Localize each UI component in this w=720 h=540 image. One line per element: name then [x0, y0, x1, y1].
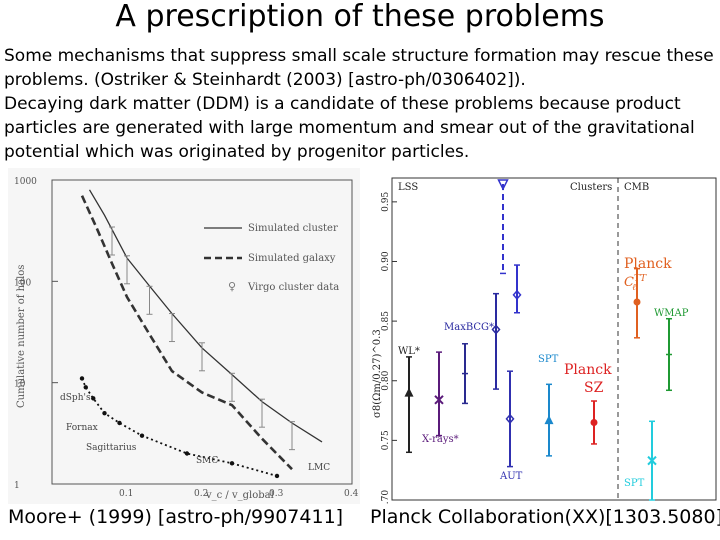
annotation-planck-sz-1: Planck	[564, 362, 612, 378]
local-group-point	[184, 451, 190, 456]
point-label: MaxBCG*	[444, 322, 494, 333]
legend-simulated-cluster: Simulated cluster	[248, 223, 338, 234]
slide-body: Some mechanisms that suppress small scal…	[4, 44, 718, 164]
local-group-point	[139, 433, 145, 438]
legend-virgo-data: Virgo cluster data	[247, 282, 339, 293]
annotation-planck-cltt: Planck	[624, 256, 672, 272]
planck-y-tick: 0.75	[381, 430, 391, 450]
moore-x-tick: 0.3	[269, 489, 284, 499]
label-smc: SMC	[196, 456, 218, 466]
data-point	[434, 395, 444, 405]
moore-figure: 1000 100 10 1 0.1 0.2 0.3 0.4 Cumulative number…	[8, 168, 360, 504]
data-point	[544, 415, 554, 425]
point-label: X-rays*	[422, 434, 459, 445]
moore-ylabel: Cumulative number of halos	[16, 265, 27, 408]
moore-plot-frame	[51, 179, 353, 485]
data-point	[505, 413, 515, 425]
planck-y-tick: 0.70	[381, 490, 391, 504]
paragraph-1: Some mechanisms that suppress small scal…	[4, 46, 714, 90]
local-group-point	[274, 473, 280, 479]
data-point	[633, 298, 641, 306]
moore-x-tick: 0.2	[194, 489, 208, 499]
data-point	[497, 179, 509, 191]
planck-plot-frame	[391, 177, 717, 501]
point-label: SPT	[538, 354, 559, 365]
planck-y-tick: 0.85	[381, 311, 391, 331]
planck-y-tick: 0.95	[381, 192, 391, 212]
local-group-point	[91, 396, 96, 401]
point-label: SPT	[624, 478, 645, 489]
caption-left: Moore+ (1999) [astro-ph/9907411]	[8, 506, 344, 528]
planck-y-tick: 0.80	[381, 370, 391, 390]
group-clusters: Clusters	[570, 182, 612, 193]
planck-y-tick: 0.90	[381, 251, 391, 271]
series-simulated-galaxy	[80, 195, 293, 471]
local-group-point	[83, 385, 88, 390]
label-sagittarius: Sagittarius	[86, 443, 137, 453]
group-cmb: CMB	[624, 182, 649, 193]
moore-x-tick: 0.4	[344, 489, 359, 499]
data-point	[647, 455, 657, 466]
local-group-point	[79, 376, 85, 381]
moore-y-tick: 1000	[14, 177, 37, 187]
moore-y-tick: 1	[14, 481, 20, 491]
group-lss: LSS	[398, 182, 418, 193]
moore-x-tick: 0.1	[119, 489, 133, 499]
data-point	[512, 289, 522, 301]
data-point	[404, 387, 414, 397]
planck-figure: σ8(Ωm/0.27)^0.3 LSS Clusters CMB 0.95 0.9…	[372, 177, 717, 504]
annotation-planck-sz-2: SZ	[584, 380, 604, 396]
local-group-point	[102, 410, 107, 416]
moore-y-tick: 100	[14, 278, 31, 288]
data-point	[491, 324, 501, 335]
label-lmc: LMC	[308, 463, 330, 473]
local-group-point	[229, 461, 235, 466]
point-label: AUT	[499, 471, 523, 482]
paragraph-2: Decaying dark matter (DDM) is a candidat…	[4, 94, 695, 162]
slide-title: A prescription of these problems	[115, 0, 605, 34]
label-dsphs: dSph's	[60, 393, 91, 403]
moore-xlabel: v_c / v_global	[205, 490, 274, 501]
svg-text:♀: ♀	[228, 280, 236, 293]
data-point	[590, 418, 598, 426]
local-group-point	[117, 420, 122, 426]
label-fornax: Fornax	[66, 423, 98, 433]
point-label: WMAP	[654, 308, 689, 319]
planck-ylabel: σ8(Ωm/0.27)^0.3	[372, 329, 383, 418]
caption-right: Planck Collaboration(XX)[1303.5080]	[370, 506, 720, 528]
series-simulated-cluster	[88, 189, 323, 443]
legend-simulated-galaxy: Simulated galaxy	[248, 253, 336, 264]
point-label: WL*	[398, 346, 420, 357]
moore-y-tick: 10	[14, 380, 26, 390]
